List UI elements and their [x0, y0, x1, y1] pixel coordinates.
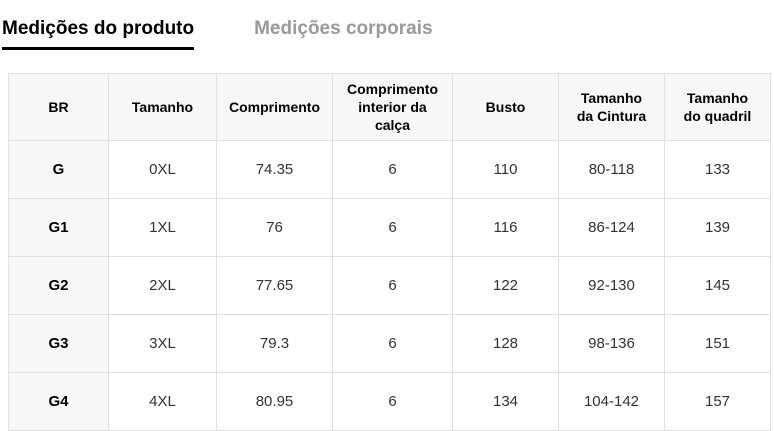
table-cell: 6	[332, 256, 453, 315]
header-row: BR Tamanho Comprimento Comprimento interior…	[8, 73, 771, 141]
table-cell: 104-142	[558, 372, 665, 431]
size-table-body: G 0XL 74.35 6 110 80-118 133 G1 1XL 76 6 116 86-124 1…	[8, 140, 771, 431]
table-cell: 122	[452, 256, 559, 315]
row-header-cell: G4	[8, 372, 109, 431]
table-cell: 4XL	[108, 372, 217, 431]
table-cell: 134	[452, 372, 559, 431]
table-cell: 76	[216, 198, 333, 257]
table-row: G3 3XL 79.3 6 128 98-136 151	[8, 314, 771, 373]
row-header-cell: G3	[8, 314, 109, 373]
table-cell: 92-130	[558, 256, 665, 315]
header-cell-label: Tamanho do quadril	[683, 90, 752, 124]
row-header-cell: G1	[8, 198, 109, 257]
header-cell: BR	[8, 73, 109, 141]
table-cell: 6	[332, 198, 453, 257]
table-cell: 79.3	[216, 314, 333, 373]
header-cell-label: Busto	[485, 99, 526, 115]
table-cell: 145	[664, 256, 771, 315]
table-cell: 80.95	[216, 372, 333, 431]
table-cell: 116	[452, 198, 559, 257]
table-cell: 3XL	[108, 314, 217, 373]
row-header-cell: G	[8, 140, 109, 199]
header-cell-label: Tamanho	[131, 99, 194, 115]
table-row: G1 1XL 76 6 116 86-124 139	[8, 198, 771, 257]
table-cell: 110	[452, 140, 559, 199]
table-cell: 77.65	[216, 256, 333, 315]
table-cell: 6	[332, 372, 453, 431]
tab-product-measurements[interactable]: Medições do produto	[2, 17, 195, 50]
header-cell: Comprimento	[216, 73, 333, 141]
table-row: G4 4XL 80.95 6 134 104-142 157	[8, 372, 771, 431]
header-cell: Tamanho do quadril	[664, 73, 771, 141]
table-cell: 86-124	[558, 198, 665, 257]
header-cell: Comprimento interior da calça	[332, 73, 453, 141]
header-cell-label: BR	[48, 99, 69, 115]
header-cell-label: Tamanho da Cintura	[576, 90, 647, 124]
table-cell: 98-136	[558, 314, 665, 373]
table-cell: 1XL	[108, 198, 217, 257]
table-cell: 133	[664, 140, 771, 199]
table-cell: 80-118	[558, 140, 665, 199]
header-cell-label: Comprimento	[229, 99, 320, 115]
table-cell: 6	[332, 140, 453, 199]
table-cell: 74.35	[216, 140, 333, 199]
header-cell: Busto	[452, 73, 559, 141]
table-cell: 151	[664, 314, 771, 373]
table-row: G2 2XL 77.65 6 122 92-130 145	[8, 256, 771, 315]
tab-body-measurements[interactable]: Medições corporais	[254, 18, 433, 39]
table-cell: 2XL	[108, 256, 217, 315]
table-cell: 6	[332, 314, 453, 373]
table-cell: 0XL	[108, 140, 217, 199]
size-table-header: BR Tamanho Comprimento Comprimento interior…	[8, 73, 771, 141]
table-row: G 0XL 74.35 6 110 80-118 133	[8, 140, 771, 199]
size-guide-tabs: Medições do produto Medições corporais	[2, 17, 433, 50]
table-cell: 157	[664, 372, 771, 431]
table-cell: 139	[664, 198, 771, 257]
table-cell: 128	[452, 314, 559, 373]
header-cell-label: Comprimento interior da calça	[347, 81, 438, 133]
header-cell: Tamanho	[108, 73, 217, 141]
header-cell: Tamanho da Cintura	[558, 73, 665, 141]
row-header-cell: G2	[8, 256, 109, 315]
size-table: BR Tamanho Comprimento Comprimento interior…	[8, 73, 771, 431]
